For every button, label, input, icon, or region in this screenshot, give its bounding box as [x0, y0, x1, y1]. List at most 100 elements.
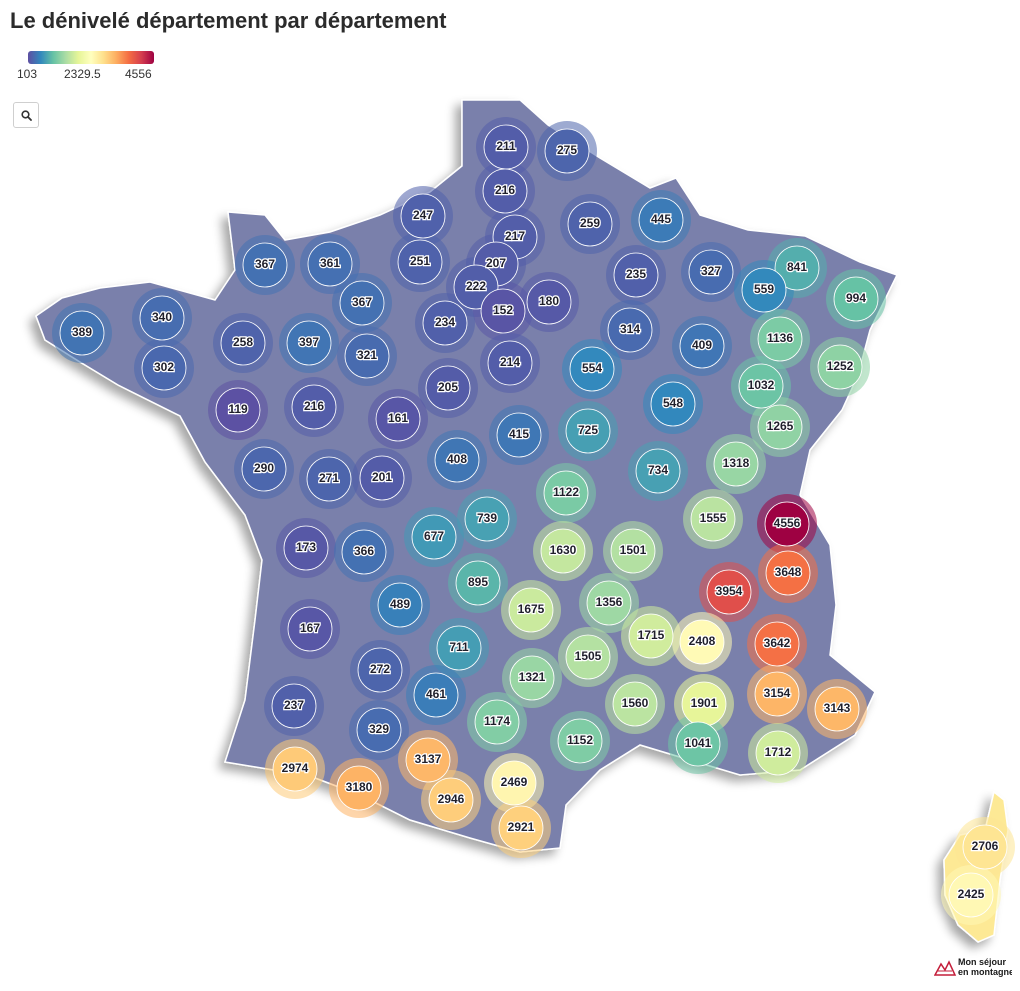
department-fill[interactable] [610, 528, 656, 574]
department-fill[interactable] [586, 580, 632, 626]
department-fill[interactable] [339, 280, 385, 326]
department-fill[interactable] [306, 456, 352, 502]
department-fill[interactable] [638, 197, 684, 243]
brand-logo: Mon séjour en montagne [934, 957, 1012, 977]
department-fill[interactable] [764, 501, 810, 547]
department-fill[interactable] [817, 344, 863, 390]
department-fill[interactable] [814, 686, 860, 732]
department-fill[interactable] [271, 683, 317, 729]
department-fill[interactable] [487, 340, 533, 386]
department-fill[interactable] [738, 363, 784, 409]
department-fill[interactable] [482, 168, 528, 214]
department-fill[interactable] [359, 455, 405, 501]
department-fill[interactable] [287, 606, 333, 652]
department-fill[interactable] [679, 619, 725, 665]
department-fill[interactable] [833, 276, 879, 322]
department-fill[interactable] [286, 320, 332, 366]
department-fill[interactable] [565, 634, 611, 680]
department-fill[interactable] [567, 201, 613, 247]
department-fill[interactable] [377, 582, 423, 628]
department-fill[interactable] [241, 446, 287, 492]
department-fill[interactable] [428, 777, 474, 823]
department-fill[interactable] [413, 672, 459, 718]
department-fill[interactable] [774, 245, 820, 291]
department-value-label: 3143 [824, 701, 851, 715]
department-fill[interactable] [544, 128, 590, 174]
department-fill[interactable] [498, 805, 544, 851]
department-fill[interactable] [405, 737, 451, 783]
department-fill[interactable] [336, 765, 382, 811]
department-fill[interactable] [272, 746, 318, 792]
department-fill[interactable] [754, 671, 800, 717]
department-fill[interactable] [341, 529, 387, 575]
department-fill[interactable] [455, 560, 501, 606]
department-fill[interactable] [543, 470, 589, 516]
department-fill[interactable] [675, 721, 721, 767]
department-fill[interactable] [650, 381, 696, 427]
department-fill[interactable] [344, 333, 390, 379]
department-fill[interactable] [948, 872, 994, 918]
department-fill[interactable] [425, 365, 471, 411]
department-fill[interactable] [59, 310, 105, 356]
department-fill[interactable] [480, 288, 526, 334]
department-value-label: 2408 [689, 634, 716, 648]
department-fill[interactable] [434, 437, 480, 483]
department-fill[interactable] [526, 279, 572, 325]
department-fill[interactable] [491, 760, 537, 806]
department-fill[interactable] [291, 384, 337, 430]
department-fill[interactable] [307, 241, 353, 287]
department-fill[interactable] [139, 295, 185, 341]
department-fill[interactable] [283, 525, 329, 571]
department-fill[interactable] [757, 404, 803, 450]
department-fill[interactable] [215, 387, 261, 433]
department-fill[interactable] [741, 267, 787, 313]
department-fill[interactable] [356, 707, 402, 753]
department-fill[interactable] [755, 730, 801, 776]
department-fill[interactable] [565, 408, 611, 454]
department-value-label: 1356 [596, 595, 623, 609]
department-value-label: 734 [648, 463, 668, 477]
department-fill[interactable] [612, 681, 658, 727]
department-fill[interactable] [496, 412, 542, 458]
department-fill[interactable] [765, 550, 811, 596]
department-fill[interactable] [690, 496, 736, 542]
department-value-label: 1560 [622, 696, 649, 710]
department-value-label: 211 [496, 139, 516, 153]
department-fill[interactable] [141, 345, 187, 391]
department-fill[interactable] [357, 647, 403, 693]
department-fill[interactable] [375, 396, 421, 442]
department-fill[interactable] [242, 242, 288, 288]
department-fill[interactable] [679, 323, 725, 369]
department-value-label: 1041 [685, 736, 712, 750]
department-fill[interactable] [706, 569, 752, 615]
department-fill[interactable] [400, 193, 446, 239]
department-fill[interactable] [962, 824, 1008, 870]
search-button[interactable] [13, 102, 39, 128]
department-fill[interactable] [557, 718, 603, 764]
department-fill[interactable] [713, 441, 759, 487]
department-fill[interactable] [569, 346, 615, 392]
department-fill[interactable] [411, 514, 457, 560]
department-fill[interactable] [474, 699, 520, 745]
department-fill[interactable] [688, 249, 734, 295]
department-value-label: 725 [578, 423, 598, 437]
department-value-label: 216 [495, 183, 515, 197]
department-fill[interactable] [464, 496, 510, 542]
department-fill[interactable] [436, 625, 482, 671]
department-fill[interactable] [220, 320, 266, 366]
department-fill[interactable] [422, 300, 468, 346]
department-fill[interactable] [540, 528, 586, 574]
department-fill[interactable] [635, 448, 681, 494]
department-fill[interactable] [509, 655, 555, 701]
legend-mid-label: 2329.5 [64, 67, 101, 81]
legend-max-label: 4556 [125, 67, 152, 81]
department-fill[interactable] [628, 613, 674, 659]
department-fill[interactable] [757, 316, 803, 362]
department-fill[interactable] [754, 621, 800, 667]
mountain-icon [934, 960, 957, 976]
department-fill[interactable] [397, 239, 443, 285]
department-fill[interactable] [508, 587, 554, 633]
department-fill[interactable] [613, 252, 659, 298]
department-fill[interactable] [607, 307, 653, 353]
